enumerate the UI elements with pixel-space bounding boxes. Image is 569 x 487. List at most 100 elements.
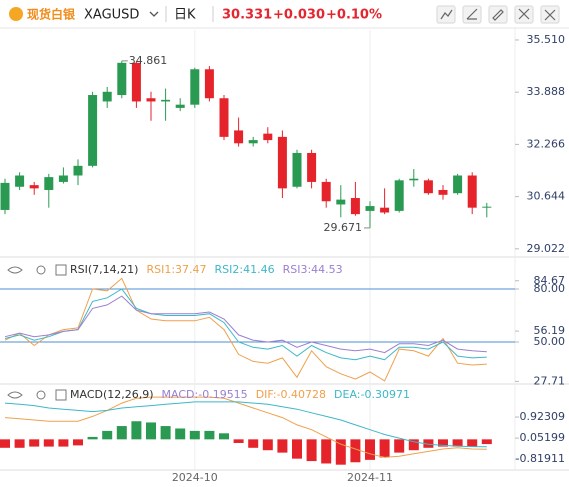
- candle-body: [248, 140, 258, 144]
- histogram-bar: [189, 430, 200, 440]
- legend-entry: RSI2:41.46: [215, 263, 275, 276]
- tool-button[interactable]: [488, 5, 508, 24]
- histogram-bar: [467, 439, 478, 447]
- histogram-bar: [321, 439, 332, 464]
- histogram-bar: [58, 439, 69, 447]
- y-tick-label: 32.266: [527, 137, 566, 150]
- histogram-bar: [204, 430, 215, 440]
- legend-entry: DEA:-0.30971: [334, 388, 410, 401]
- symbol[interactable]: XAGUSD: [84, 8, 139, 23]
- logo-text: 现货白银: [27, 7, 76, 22]
- candle-body: [263, 133, 273, 141]
- dropdown-icon[interactable]: [149, 11, 159, 17]
- eye-icon[interactable]: [7, 266, 23, 274]
- y-tick-label: 84.67: [534, 274, 566, 287]
- candle-body: [190, 69, 200, 105]
- annotation-label: 34.861: [129, 54, 168, 67]
- legend-entry: RSI3:44.53: [283, 263, 343, 276]
- candle-body: [73, 165, 83, 176]
- legend-entry: RSI1:37.47: [146, 263, 206, 276]
- plot-layer: 2024-10 2024-11 35.510 33.888 32.266 30.644 29…: [0, 30, 565, 484]
- logo-icon: [9, 7, 23, 21]
- candle-body: [44, 177, 54, 190]
- annotation-label: 29.671: [324, 221, 363, 234]
- indicator-line: [4, 295, 487, 354]
- histogram-bar: [365, 439, 375, 460]
- tool-icon: [544, 9, 556, 21]
- candle-body: [394, 180, 404, 211]
- candle-body: [15, 175, 25, 187]
- histogram-bar: [394, 439, 405, 453]
- candle-body: [482, 206, 492, 208]
- candle-body: [146, 98, 156, 102]
- histogram-bar: [160, 426, 171, 440]
- tool-icon: [440, 9, 453, 20]
- price: 30.331: [222, 8, 272, 23]
- y-tick-label: 0.92309: [520, 410, 566, 423]
- y-tick-label: 27.71: [534, 374, 566, 387]
- histogram-bar: [87, 436, 98, 440]
- y-tick-label: -0.81911: [516, 452, 565, 465]
- indicator-title: MACD(12,26,9): [70, 388, 154, 401]
- indicator-title: RSI(7,14,21): [70, 263, 138, 276]
- histogram-bar: [306, 439, 317, 462]
- y-tick-label: 50.00: [534, 335, 566, 348]
- candle-body: [102, 91, 112, 102]
- menu-icon[interactable]: [55, 264, 67, 276]
- candle-body: [453, 175, 463, 194]
- indicator-line: [4, 288, 487, 361]
- candle-body: [29, 185, 39, 189]
- histogram-bar: [379, 439, 390, 458]
- candle-body: [0, 182, 10, 210]
- menu-icon[interactable]: [55, 389, 67, 401]
- candle-body: [204, 69, 214, 99]
- candle-body: [117, 62, 127, 96]
- candle-body: [380, 207, 390, 213]
- y-tick-label: 0.05199: [520, 431, 566, 444]
- period[interactable]: 日K: [174, 8, 196, 23]
- histogram-bar: [452, 439, 463, 447]
- histogram-bar: [408, 439, 419, 451]
- settings-icon[interactable]: [36, 265, 46, 275]
- y-tick-label: 33.888: [527, 85, 566, 98]
- histogram-bar: [175, 428, 186, 440]
- histogram-bar: [335, 439, 346, 465]
- candle-body: [365, 206, 375, 211]
- y-tick-label: 80.00: [534, 282, 566, 295]
- candle-body: [467, 175, 477, 208]
- settings-icon[interactable]: [36, 390, 46, 400]
- x-tick-label: 2024-11: [347, 471, 393, 484]
- legend-entry: DIF:-0.40728: [256, 388, 326, 401]
- candle-body: [175, 104, 185, 108]
- candle-body: [423, 180, 433, 194]
- y-tick-label: 29.022: [527, 242, 566, 255]
- eye-icon[interactable]: [7, 391, 23, 399]
- histogram-bar: [248, 439, 259, 448]
- y-tick-label: 56.19: [534, 324, 566, 337]
- legend-entry: MACD:-0.19515: [162, 388, 248, 401]
- histogram-bar: [116, 426, 127, 440]
- change: +0.030: [273, 8, 325, 23]
- tool-icon: [466, 8, 478, 20]
- candle-body: [307, 152, 317, 182]
- histogram-bar: [481, 439, 492, 445]
- candle-body: [350, 198, 360, 215]
- histogram-bar: [14, 439, 25, 448]
- candle-body: [58, 175, 68, 182]
- candle-body: [409, 178, 419, 181]
- histogram-bar: [0, 439, 10, 448]
- indicator-line: [4, 396, 487, 458]
- histogram-bar: [43, 439, 54, 447]
- indicator-line: [4, 277, 487, 382]
- histogram-bar: [292, 439, 302, 459]
- histogram-bar: [423, 439, 434, 448]
- histogram-bar: [350, 439, 361, 463]
- candle-body: [292, 152, 302, 187]
- candle-body: [277, 136, 287, 189]
- candle-body: [219, 98, 229, 137]
- histogram-bar: [262, 439, 273, 451]
- histogram-bar: [277, 439, 288, 453]
- histogram-bar: [233, 439, 244, 443]
